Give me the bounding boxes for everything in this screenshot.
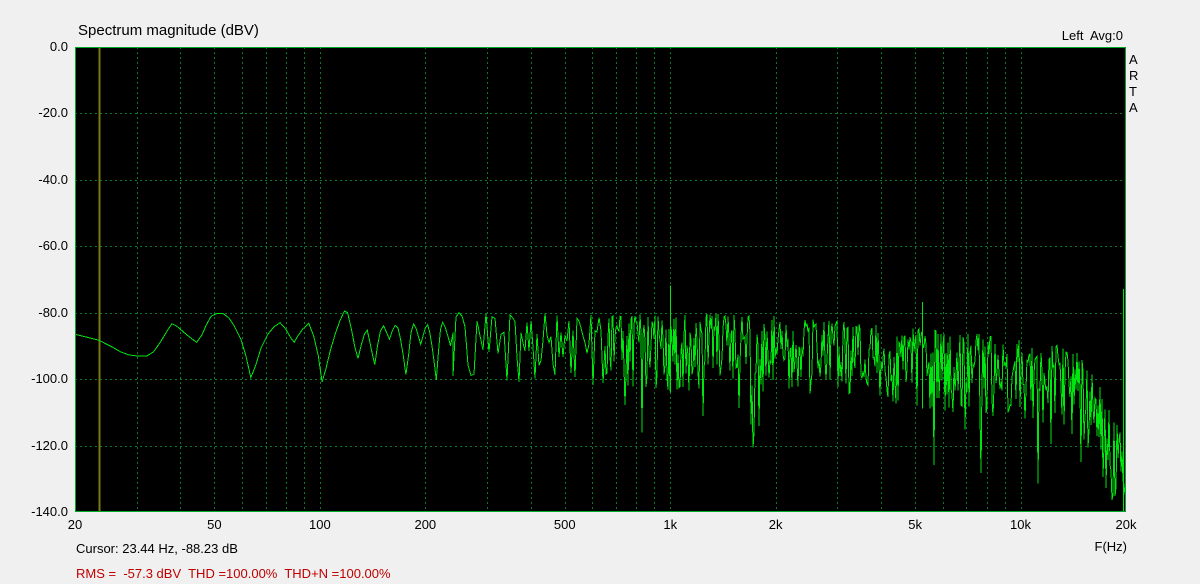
y-tick-label: -40.0 bbox=[38, 171, 68, 187]
watermark-letter: T bbox=[1129, 84, 1137, 99]
x-tick-label: 20k bbox=[1115, 517, 1137, 532]
y-tick-label: -80.0 bbox=[38, 304, 68, 320]
x-tick-label: 500 bbox=[553, 517, 576, 532]
x-tick-label: 20 bbox=[67, 517, 83, 532]
frequency-axis-unit: F(Hz) bbox=[1094, 539, 1128, 554]
x-tick-label: 5k bbox=[908, 517, 922, 532]
avg-indicator: Left Avg:0 bbox=[1061, 28, 1123, 43]
y-tick-label: -100.0 bbox=[31, 371, 68, 387]
x-tick-label: 2k bbox=[768, 517, 783, 532]
plot-border bbox=[75, 47, 1126, 512]
rms-thd-readout: RMS = -57.3 dBV THD =100.00% THD+N =100.… bbox=[76, 566, 391, 581]
cursor-readout: Cursor: 23.44 Hz, -88.23 dB bbox=[76, 541, 238, 556]
x-tick-label: 50 bbox=[207, 517, 222, 532]
y-tick-label: 0.0 bbox=[49, 39, 68, 54]
x-tick-label: 1k bbox=[663, 517, 678, 532]
page-title: Spectrum magnitude (dBV) bbox=[78, 22, 259, 39]
x-tick-label: 10k bbox=[1010, 517, 1032, 532]
spectrum-trace bbox=[75, 310, 1126, 501]
x-tick-label: 100 bbox=[309, 517, 331, 532]
watermark-letter: A bbox=[1129, 100, 1138, 115]
spectrum-plot[interactable] bbox=[75, 47, 1126, 512]
plot-svg[interactable] bbox=[75, 47, 1126, 512]
y-tick-label: -60.0 bbox=[38, 238, 68, 254]
y-tick-label: -140.0 bbox=[31, 504, 68, 519]
x-tick-label: 200 bbox=[414, 517, 437, 532]
watermark-letter: A bbox=[1129, 52, 1138, 67]
y-tick-label: -20.0 bbox=[38, 105, 68, 121]
watermark-letter: R bbox=[1129, 68, 1139, 83]
y-tick-label: -120.0 bbox=[31, 437, 68, 453]
